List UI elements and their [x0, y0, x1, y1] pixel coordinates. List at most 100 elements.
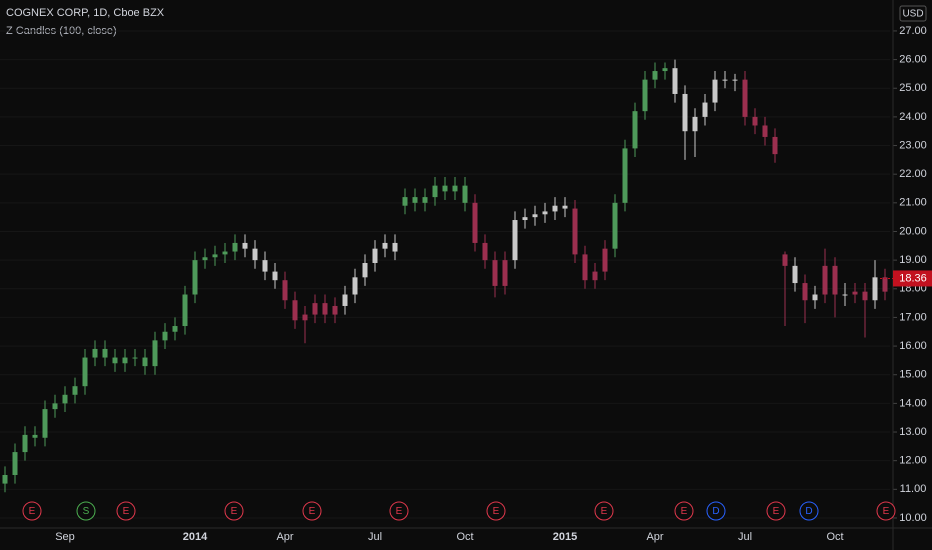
y-tick-label: 20.00: [899, 225, 927, 237]
last-price-tag: [893, 270, 932, 287]
candle-body: [882, 277, 888, 292]
y-tick-label: 23.00: [899, 139, 927, 151]
candle-body: [172, 326, 178, 332]
event-marker[interactable]: E: [116, 501, 136, 521]
event-label[interactable]: S: [83, 506, 90, 517]
candle-body: [822, 265, 828, 295]
event-label[interactable]: E: [29, 506, 36, 517]
event-marker[interactable]: E: [302, 501, 322, 521]
candle-body: [462, 185, 468, 203]
currency-box[interactable]: [899, 5, 927, 22]
candle-body: [472, 202, 478, 243]
candle-body: [442, 185, 448, 192]
event-circle[interactable]: [116, 501, 136, 521]
event-label[interactable]: D: [712, 506, 719, 517]
event-circle[interactable]: [799, 501, 819, 521]
x-tick-label: 2015: [553, 531, 577, 543]
candle-body: [392, 242, 398, 252]
last-price-label: 18.36: [899, 272, 927, 284]
candle-body: [72, 386, 78, 395]
event-marker[interactable]: E: [389, 501, 409, 521]
candle-body: [322, 303, 328, 315]
candle-body: [832, 265, 838, 295]
event-circle[interactable]: [389, 501, 409, 521]
candle-body: [652, 71, 658, 80]
y-tick-label: 12.00: [899, 455, 927, 467]
y-tick-label: 24.00: [899, 111, 927, 123]
candle-body: [52, 403, 58, 410]
event-label[interactable]: E: [309, 506, 316, 517]
candle-body: [642, 79, 648, 112]
event-circle[interactable]: [706, 501, 726, 521]
x-tick-label: Jul: [738, 531, 752, 543]
x-tick-label: Apr: [276, 531, 293, 543]
event-label[interactable]: E: [883, 506, 890, 517]
event-circle[interactable]: [766, 501, 786, 521]
event-label[interactable]: E: [773, 506, 780, 517]
candle-body: [92, 348, 98, 358]
candle-body: [372, 248, 378, 263]
event-label[interactable]: E: [601, 506, 608, 517]
candle-body: [252, 248, 258, 261]
event-circle[interactable]: [674, 501, 694, 521]
candle-body: [592, 271, 598, 281]
event-marker[interactable]: D: [706, 501, 726, 521]
event-circle[interactable]: [22, 501, 42, 521]
candle-body: [202, 257, 208, 261]
candle-body: [452, 185, 458, 192]
candle-body: [352, 277, 358, 295]
candle-body: [512, 220, 518, 261]
event-marker[interactable]: E: [22, 501, 42, 521]
event-label[interactable]: E: [493, 506, 500, 517]
candle-body: [132, 357, 138, 359]
candle-body: [502, 260, 508, 286]
candle-body: [242, 242, 248, 249]
x-tick-label: Jul: [368, 531, 382, 543]
event-label[interactable]: E: [681, 506, 688, 517]
candle-body: [622, 148, 628, 203]
event-marker[interactable]: E: [594, 501, 614, 521]
x-tick-label: Oct: [456, 531, 473, 543]
event-marker[interactable]: E: [766, 501, 786, 521]
y-tick-label: 22.00: [899, 168, 927, 180]
candle-body: [702, 102, 708, 117]
event-circle[interactable]: [224, 501, 244, 521]
event-label[interactable]: D: [805, 506, 812, 517]
candle-body: [662, 68, 668, 72]
candle-body: [62, 394, 68, 404]
event-circle[interactable]: [302, 501, 322, 521]
candle-body: [532, 214, 538, 218]
candle-body: [742, 79, 748, 117]
candle-body: [872, 277, 878, 301]
event-label[interactable]: E: [396, 506, 403, 517]
candle-body: [2, 474, 8, 484]
event-circle[interactable]: [486, 501, 506, 521]
event-marker[interactable]: D: [799, 501, 819, 521]
event-marker[interactable]: S: [76, 501, 96, 521]
x-tick-label: Sep: [55, 531, 75, 543]
candle-body: [302, 314, 308, 321]
event-marker[interactable]: E: [486, 501, 506, 521]
event-label[interactable]: E: [231, 506, 238, 517]
candle-body: [362, 262, 368, 278]
candle-body: [162, 331, 168, 341]
y-tick-label: 14.00: [899, 397, 927, 409]
event-circle[interactable]: [594, 501, 614, 521]
event-circle[interactable]: [76, 501, 96, 521]
candle-body: [632, 111, 638, 149]
candle-body: [522, 217, 528, 221]
event-marker[interactable]: E: [674, 501, 694, 521]
y-tick-label: 25.00: [899, 82, 927, 94]
event-circle[interactable]: [876, 501, 896, 521]
x-tick-label: Apr: [646, 531, 663, 543]
candle-body: [842, 294, 848, 296]
currency[interactable]: USD: [902, 9, 923, 20]
event-marker[interactable]: E: [876, 501, 896, 521]
candle-body: [552, 205, 558, 212]
event-label[interactable]: E: [123, 506, 130, 517]
event-marker[interactable]: E: [224, 501, 244, 521]
candle-body: [802, 283, 808, 301]
